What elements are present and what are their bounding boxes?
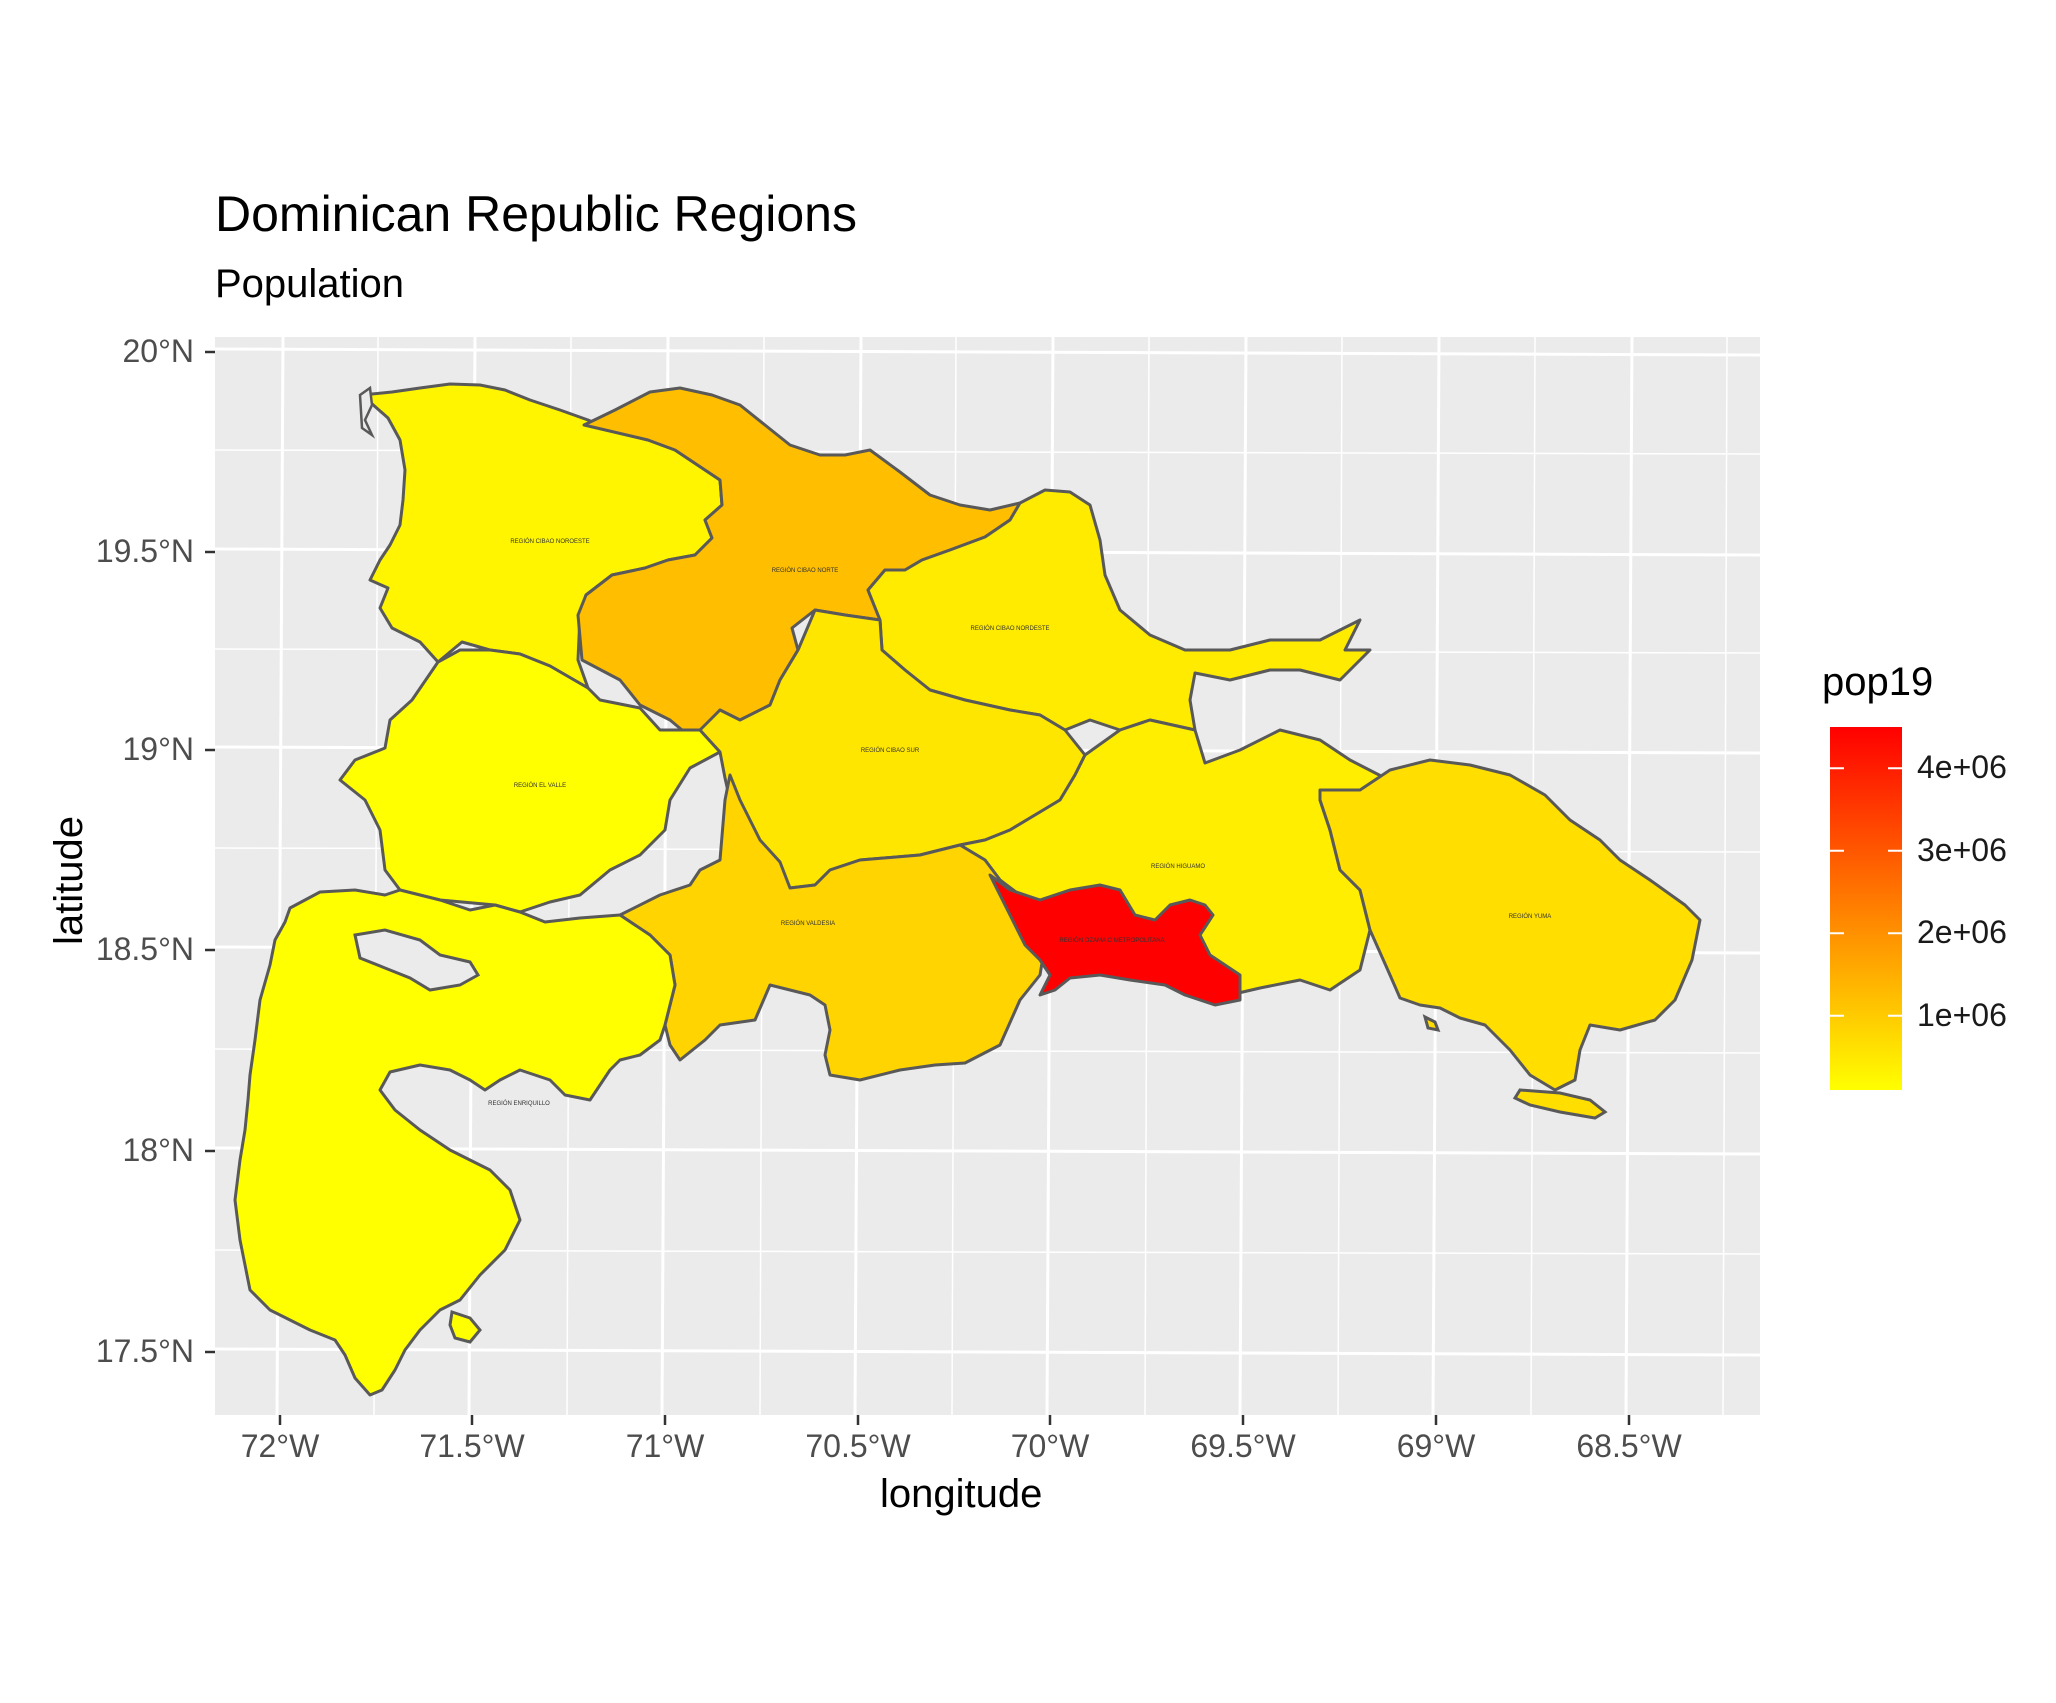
regions-layer — [233, 382, 1702, 1397]
y-tick-label: 19.5°N — [95, 533, 194, 569]
y-tick-label: 19°N — [122, 731, 195, 767]
region-label: REGIÓN CIBAO NORDESTE — [970, 625, 1049, 632]
legend-tick-label: 4e+06 — [1917, 749, 2007, 786]
legend-title: pop19 — [1822, 660, 1934, 704]
gridline-major — [214, 347, 1761, 357]
x-tick-label: 69.5°W — [1190, 1428, 1296, 1464]
gridline-minor — [1722, 336, 1728, 1416]
gridline-major — [214, 1146, 1761, 1156]
x-tick-label: 69°W — [1396, 1428, 1476, 1464]
region-label: REGIÓN VALDESIA — [781, 920, 835, 927]
legend-tick-label: 2e+06 — [1917, 914, 2007, 951]
x-axis-label: longitude — [880, 1472, 1043, 1516]
region-label: REGIÓN ENRIQUILLO — [488, 1100, 550, 1107]
legend-tick-label: 3e+06 — [1917, 831, 2007, 868]
region-label: REGIÓN YUMA — [1509, 913, 1552, 920]
x-tick-label: 71.5°W — [419, 1428, 525, 1464]
island-saona — [1512, 1088, 1608, 1120]
region-polygon[interactable] — [618, 773, 1047, 1082]
region-label: REGIÓN CIBAO NOROESTE — [510, 538, 589, 545]
chart-subtitle: Population — [215, 262, 405, 306]
lake-enriquillo — [353, 928, 481, 992]
region-label: REGIÓN EL VALLE — [514, 782, 566, 789]
chart-title: Dominican Republic Regions — [215, 186, 857, 242]
x-tick-label: 70.5°W — [805, 1428, 911, 1464]
region-label: REGIÓN OZAMA O METROPOLITANA — [1059, 937, 1164, 944]
y-tick-label: 18°N — [122, 1132, 195, 1168]
region-polygon[interactable] — [233, 888, 677, 1397]
y-tick-label: 20°N — [122, 333, 195, 369]
region-polygon[interactable] — [866, 488, 1372, 732]
region-label: REGIÓN CIBAO SUR — [861, 747, 920, 754]
y-axis-label: latitude — [47, 816, 91, 945]
region-labels-layer: REGIÓN CIBAO NOROESTE REGIÓN CIBAO NORTE R… — [488, 538, 1551, 1107]
axis-ticks — [205, 350, 1631, 1425]
island-tortuga — [358, 385, 376, 439]
x-tick-label: 72°W — [240, 1428, 320, 1464]
x-tick-label: 71°W — [625, 1428, 705, 1464]
y-tick-label: 18.5°N — [95, 931, 194, 967]
x-tick-label: 70°W — [1010, 1428, 1090, 1464]
gridline-major — [214, 1347, 1761, 1357]
y-tick-label: 17.5°N — [95, 1333, 194, 1369]
x-tick-label: 68.5°W — [1576, 1428, 1682, 1464]
region-polygon[interactable] — [988, 873, 1242, 1007]
region-label: REGIÓN CIBAO NORTE — [772, 567, 839, 574]
island-catalina — [1422, 1014, 1441, 1033]
region-label: REGIÓN HIGUAMO — [1151, 863, 1205, 870]
legend-tick-marks — [1830, 767, 1902, 1017]
region-polygon[interactable] — [338, 648, 722, 914]
legend-tick-label: 1e+06 — [1917, 996, 2007, 1033]
legend-colorbar — [1830, 727, 1902, 1090]
region-polygon[interactable] — [1318, 758, 1702, 1092]
island-beata — [448, 1310, 482, 1344]
